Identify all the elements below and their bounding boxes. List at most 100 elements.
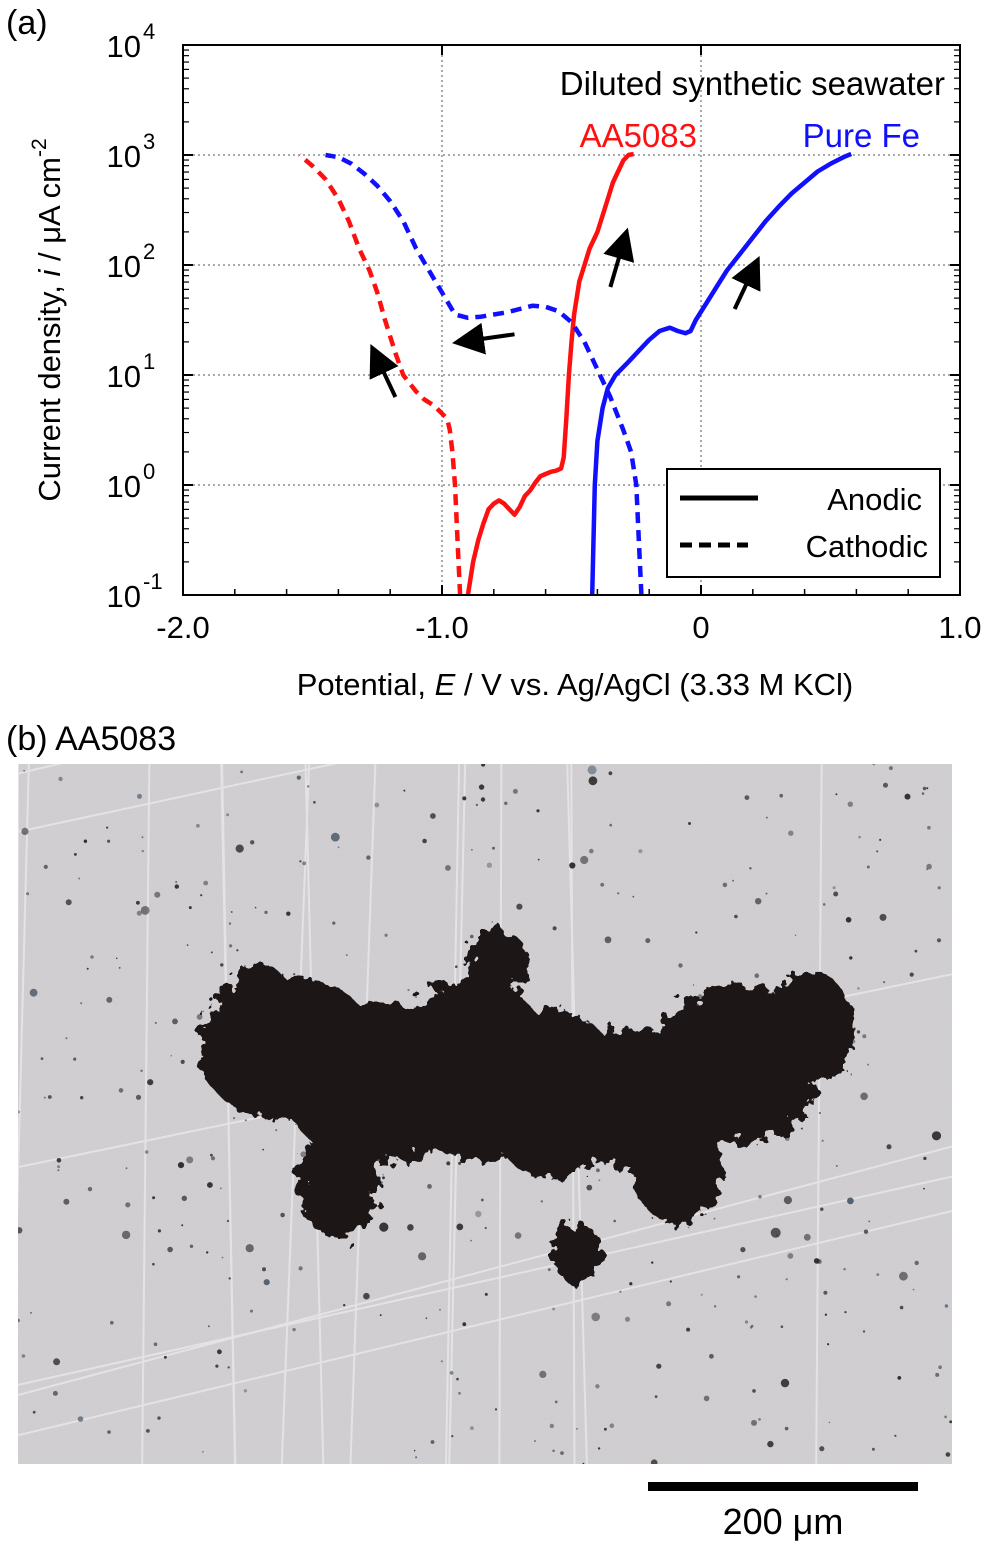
particle-dot (470, 1239, 472, 1242)
x-tick-label: -1.0 (415, 610, 468, 645)
particle-dot (872, 764, 876, 766)
sweep-arrow-pure-fe-anodic (731, 256, 761, 310)
particle-dot (650, 1459, 658, 1464)
particle-dot (819, 1446, 825, 1452)
particle-dot (656, 1363, 662, 1369)
particle-dot (586, 1184, 593, 1191)
particle-dot (776, 1234, 778, 1236)
intermetallic-particles (18, 764, 952, 1464)
y-tick-exponent: 0 (143, 459, 155, 484)
particle-dot (63, 1198, 70, 1205)
sweep-direction-arrows (369, 227, 761, 398)
particle-dot (57, 1169, 60, 1172)
particle-dot (229, 944, 233, 948)
particle-dot (29, 988, 38, 997)
particle-dot (632, 895, 635, 898)
y-tick-label: 10 (107, 579, 141, 614)
particle-dot (883, 981, 886, 984)
particle-dot (876, 1273, 880, 1276)
particle-dot (475, 803, 479, 807)
y-tick-label: 10 (107, 359, 141, 394)
particle-dot (219, 1187, 222, 1190)
particle-dot (307, 785, 310, 788)
scratch-line (18, 764, 338, 833)
particle-dot (580, 855, 589, 865)
particle-dot (494, 1408, 498, 1411)
particle-dot (43, 864, 48, 869)
particle-dot (783, 1196, 793, 1205)
particle-dot (936, 938, 942, 943)
particle-dot (651, 1261, 654, 1264)
particle-dot (516, 903, 523, 910)
particle-dot (587, 765, 597, 775)
particle-dot (216, 998, 219, 1000)
particle-dot (576, 1428, 578, 1430)
particle-dot (154, 891, 161, 898)
particle-dot (820, 1207, 824, 1211)
particle-dot (228, 922, 232, 925)
particle-dot (560, 1451, 564, 1455)
x-tick-label: 1.0 (938, 610, 981, 645)
particle-dot (236, 949, 239, 952)
particle-dot (125, 1167, 128, 1170)
particle-dot (871, 1447, 875, 1451)
scale-bar-label: 200 μm (722, 1501, 844, 1542)
particle-dot (604, 936, 612, 944)
micrograph-drawing (18, 764, 952, 1464)
particle-dot (458, 1391, 461, 1395)
particle-dot (118, 967, 121, 969)
particle-dot (944, 1304, 949, 1308)
particle-dot (80, 1002, 83, 1005)
particle-dot (343, 1304, 346, 1307)
particle-dot (200, 894, 203, 897)
particle-dot (177, 1162, 185, 1169)
particle-dot (780, 1378, 790, 1388)
particle-dot (609, 1423, 615, 1428)
particle-dot (894, 1434, 897, 1437)
particle-dot (549, 1423, 554, 1429)
particle-dot (886, 1144, 892, 1150)
particle-dot (186, 944, 189, 946)
y-tick-exponent: 3 (143, 129, 155, 154)
scratch-line (18, 1175, 952, 1386)
particle-dot (207, 1182, 213, 1188)
particle-dot (758, 1194, 762, 1199)
particle-dot (243, 1389, 248, 1393)
particle-dot (86, 967, 89, 970)
particle-dot (172, 1018, 178, 1025)
particle-dot (23, 770, 25, 772)
particle-dot (492, 846, 495, 850)
particle-dot (857, 987, 860, 990)
particle-dot (754, 973, 760, 978)
series-lines (298, 151, 853, 595)
particle-dot (137, 793, 142, 799)
particle-dot (422, 838, 427, 844)
particle-dot (196, 1014, 203, 1020)
particle-dot (125, 1202, 131, 1208)
particle-dot (427, 1184, 432, 1189)
particle-dot (118, 1088, 124, 1093)
particle-dot (824, 1313, 828, 1316)
particle-dot (110, 1320, 114, 1325)
particle-dot (935, 1372, 940, 1377)
particle-dot (552, 926, 557, 931)
particle-dot (298, 1266, 303, 1271)
particle-dot (533, 1439, 537, 1443)
particle-dot (638, 849, 643, 854)
particle-dot (949, 1420, 952, 1424)
particle-dot (451, 1435, 454, 1438)
particle-dot (832, 886, 836, 890)
particle-dot (922, 786, 927, 791)
particle-dot (254, 906, 257, 909)
particle-dot (491, 921, 494, 923)
micrograph-image (18, 764, 952, 1464)
particle-dot (755, 898, 762, 905)
particle-dot (654, 1395, 658, 1399)
particle-dot (879, 913, 887, 921)
particle-dot (821, 1139, 824, 1142)
particle-dot (923, 1187, 925, 1190)
particle-dot (121, 1230, 131, 1240)
series-label-pure-fe: Pure Fe (803, 117, 920, 154)
scratch-line (18, 1209, 952, 1437)
particle-dot (752, 1389, 756, 1393)
